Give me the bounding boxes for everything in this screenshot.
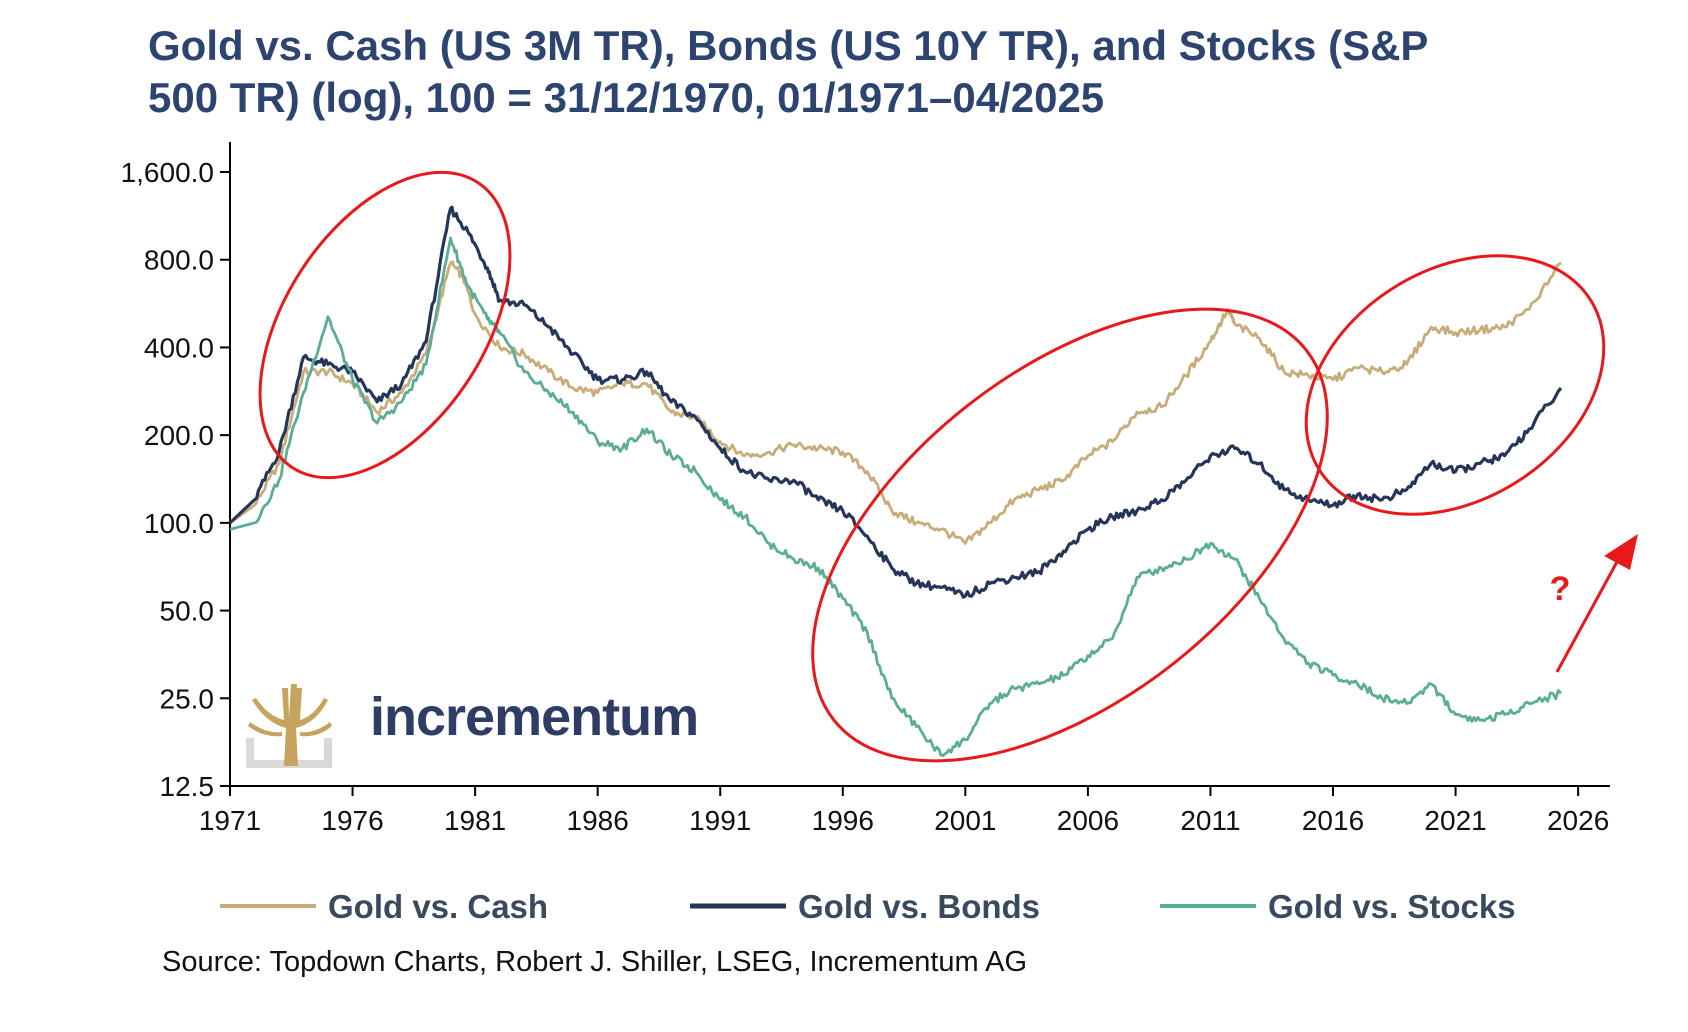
x-tick-label: 1976 xyxy=(321,805,383,836)
y-tick-label: 1,600.0 xyxy=(121,157,214,188)
x-tick-label: 2006 xyxy=(1057,805,1119,836)
y-tick-label: 400.0 xyxy=(144,332,214,363)
title-line-1: Gold vs. Cash (US 3M TR), Bonds (US 10Y … xyxy=(148,22,1429,69)
x-tick-label: 1986 xyxy=(567,805,629,836)
series-line-1 xyxy=(229,260,1562,545)
x-tick-label: 2011 xyxy=(1180,805,1240,836)
annotation-ellipse-1 xyxy=(258,170,512,480)
x-tick-label: 2016 xyxy=(1302,805,1364,836)
y-tick-label: 50.0 xyxy=(160,596,215,627)
y-tick-label: 100.0 xyxy=(144,508,214,539)
x-tick-label: 2021 xyxy=(1424,805,1486,836)
tree-logo-icon xyxy=(246,684,332,768)
y-tick-label: 25.0 xyxy=(160,683,215,714)
y-tick-label: 12.5 xyxy=(160,771,215,802)
y-tick-label: 200.0 xyxy=(144,420,214,451)
annotation-question-mark: ? xyxy=(1550,570,1571,608)
annotation-arrow-shaft xyxy=(1555,559,1620,673)
title-line-2: 500 TR) (log), 100 = 31/12/1970, 01/1971… xyxy=(148,74,1105,121)
x-tick-label: 1991 xyxy=(689,805,751,836)
incrementum-logo: incrementum xyxy=(246,678,706,778)
series-line-3 xyxy=(229,236,1563,758)
annotation-arrow-head xyxy=(1604,534,1638,570)
x-tick-label: 1996 xyxy=(812,805,874,836)
annotation-ellipse-2 xyxy=(811,307,1329,763)
x-tick-label: 1981 xyxy=(444,805,506,836)
x-tick-label: 1971 xyxy=(199,805,261,836)
x-tick-label: 2001 xyxy=(934,805,996,836)
legend-label-3: Gold vs. Stocks xyxy=(1268,888,1516,925)
y-tick-label: 800.0 xyxy=(144,245,214,276)
source-note: Source: Topdown Charts, Robert J. Shille… xyxy=(162,946,1028,978)
legend-label-1: Gold vs. Cash xyxy=(328,888,548,925)
chart-title: Gold vs. Cash (US 3M TR), Bonds (US 10Y … xyxy=(148,20,1608,124)
x-tick-label: 2026 xyxy=(1547,805,1609,836)
annotation-ellipse-3 xyxy=(1304,254,1606,516)
legend-label-2: Gold vs. Bonds xyxy=(798,888,1040,925)
logo-wordmark: incrementum xyxy=(370,687,699,747)
series-line-2 xyxy=(228,205,1563,599)
